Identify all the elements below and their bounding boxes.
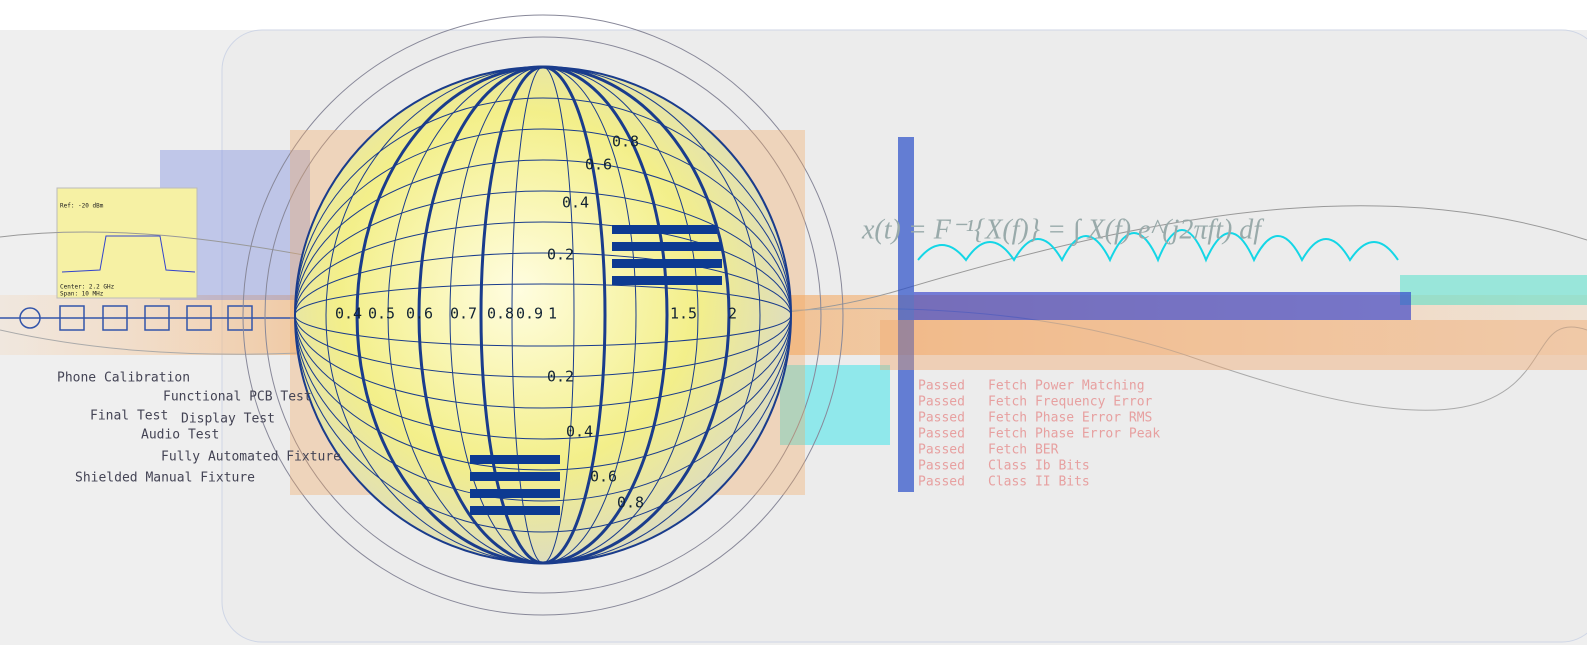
station-label: Final Test: [90, 409, 168, 424]
result-status: Passed: [918, 459, 965, 474]
analyzer-trace: [61, 235, 196, 273]
smith-arc-label: 0.4: [562, 194, 589, 212]
station-label: Display Test: [181, 412, 275, 427]
smith-arc-label: 0.8: [612, 133, 639, 151]
result-test: Class Ib Bits: [988, 459, 1090, 474]
smith-axis-label: 1.5: [670, 305, 697, 323]
smith-axis-label: 2: [728, 305, 737, 323]
formula: x(t) = F⁻¹{X(f)} = ∫ X(f) e^(j2πft) df: [861, 214, 1264, 246]
smith-arc-label: 0.6: [590, 468, 617, 486]
result-status: Passed: [918, 427, 965, 442]
smith-axis-label: 0.7: [450, 305, 477, 323]
result-test: Fetch Power Matching: [988, 379, 1145, 394]
color-smear: [914, 292, 1411, 320]
result-test: Fetch Frequency Error: [988, 395, 1153, 410]
parallel: [294, 97, 792, 533]
meridian: [325, 66, 761, 564]
station-label: Shielded Manual Fixture: [75, 471, 255, 486]
smith-axis-label: 0.9: [516, 305, 543, 323]
smith-arc-label: 0.4: [566, 423, 593, 441]
outer-scale: [242, 14, 844, 616]
bar-strip: [898, 137, 914, 492]
station-label: Phone Calibration: [57, 371, 190, 386]
block-diagram: [0, 305, 300, 331]
smith-arc-label: 0.2: [547, 246, 574, 264]
color-smear: [880, 320, 1587, 370]
wave: [0, 205, 1587, 316]
smith-axis-label: 0.6: [406, 305, 433, 323]
result-status: Passed: [918, 411, 965, 426]
analyzer-text: Center: 2.2 GHz: [60, 284, 115, 291]
smith-axis-label: 0.8: [487, 305, 514, 323]
outer-scale: [264, 36, 822, 594]
smith-arc-label: 0.8: [617, 494, 644, 512]
smith-axis-label: 0.5: [368, 305, 395, 323]
color-smear: [780, 365, 890, 445]
result-status: Passed: [918, 379, 965, 394]
result-status: Passed: [918, 443, 965, 458]
spectrum: [917, 229, 1399, 263]
smith-axis-label: 0.4: [335, 305, 362, 323]
globe-bars: [470, 225, 722, 515]
result-status: Passed: [918, 395, 965, 410]
result-test: Fetch Phase Error RMS: [988, 411, 1152, 426]
analyzer-screen: [56, 187, 198, 299]
station-label: Functional PCB Test: [163, 390, 312, 405]
analyzer-text: Ref: -20 dBm: [60, 203, 104, 210]
result-test: Fetch BER: [988, 443, 1059, 458]
smith-arc-label: 0.6: [585, 156, 612, 174]
station-label: Audio Test: [141, 428, 219, 443]
result-status: Passed: [918, 475, 965, 490]
smith-arc-label: 0.2: [547, 368, 574, 386]
station-label: Fully Automated Fixture: [161, 450, 341, 465]
color-smear: [1400, 275, 1587, 305]
smith-axis-label: 1: [548, 305, 557, 323]
result-test: Class II Bits: [988, 475, 1090, 490]
analyzer-text: Span: 10 MHz: [60, 291, 104, 298]
result-test: Fetch Phase Error Peak: [988, 427, 1160, 442]
globe-grid: [294, 65, 792, 565]
